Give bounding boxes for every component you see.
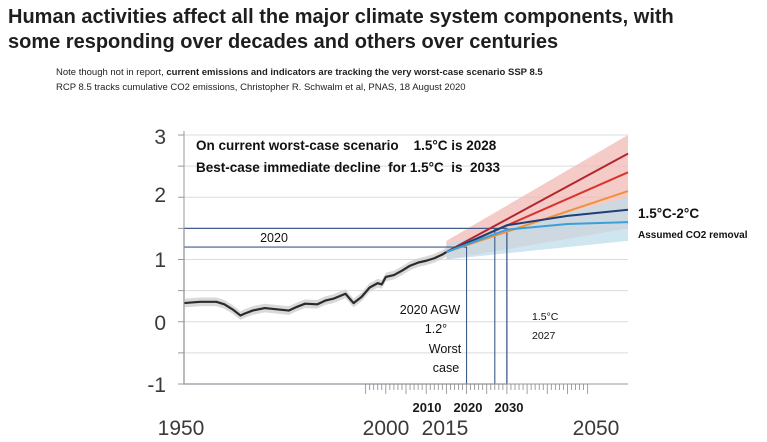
uncertainty-band: [446, 197, 628, 260]
threshold-year-label: 2027: [532, 330, 556, 342]
observed-range: [184, 247, 447, 320]
y-tick-label: 1: [154, 249, 166, 272]
scenario-annotation-2: Best-case immediate decline for 1.5°C is…: [196, 160, 501, 175]
x-tick-label-small: 2030: [495, 400, 524, 415]
projection-line: [446, 221, 629, 253]
projection-line: [445, 152, 629, 253]
y-tick-label: -1: [147, 374, 166, 397]
axes: [178, 131, 628, 394]
y-tick-label: 0: [154, 312, 166, 335]
projection-line: [445, 208, 629, 253]
title-line-1: Human activities affect all the major cl…: [8, 6, 674, 28]
x-tick-label-small: 2010: [413, 400, 442, 415]
y-tick-label: 3: [154, 126, 166, 149]
source-note: Note though not in report, current emiss…: [56, 67, 543, 78]
x-tick-label: 2000: [363, 417, 410, 440]
y-tick-label: 2: [154, 184, 166, 207]
note-emphasis: current emissions and indicators are tra…: [166, 67, 543, 78]
x-tick-label: 2050: [573, 417, 620, 440]
chart-labels: 3 2 1 0 -1 1950 2000 2015 2050 2010 2020…: [147, 126, 747, 440]
agw-label-3: Worst: [429, 342, 462, 356]
x-tick-label-small: 2020: [454, 400, 483, 415]
x-tick-label: 1950: [158, 417, 205, 440]
range-label: 1.5°C-2°C: [638, 206, 699, 221]
page-title: Human activities affect all the major cl…: [8, 5, 763, 55]
citation-note: RCP 8.5 tracks cumulative CO2 emissions,…: [56, 82, 466, 93]
agw-label-2: 1.2°: [425, 322, 447, 336]
x-tick-label: 2015: [422, 417, 469, 440]
agw-label-1: 2020 AGW: [400, 303, 461, 317]
note-prefix: Note though not in report,: [56, 67, 167, 78]
title-line-2: some responding over decades and others …: [8, 31, 559, 53]
scenario-annotation-1: On current worst-case scenario 1.5°C is …: [196, 138, 497, 153]
year-2020-label: 2020: [260, 231, 288, 245]
threshold-label: 1.5°C: [532, 311, 559, 323]
co2-removal-label: Assumed CO2 removal: [638, 230, 748, 241]
observed-line: [183, 251, 447, 317]
agw-label-4: case: [433, 361, 459, 375]
series-lines: [183, 152, 629, 320]
